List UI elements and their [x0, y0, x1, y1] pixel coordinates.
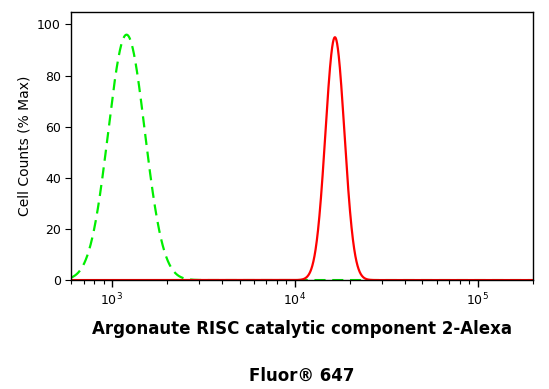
- Text: Argonaute RISC catalytic component 2-Alexa: Argonaute RISC catalytic component 2-Ale…: [92, 321, 512, 338]
- Text: Fluor® 647: Fluor® 647: [249, 367, 355, 385]
- Y-axis label: Cell Counts (% Max): Cell Counts (% Max): [18, 76, 31, 216]
